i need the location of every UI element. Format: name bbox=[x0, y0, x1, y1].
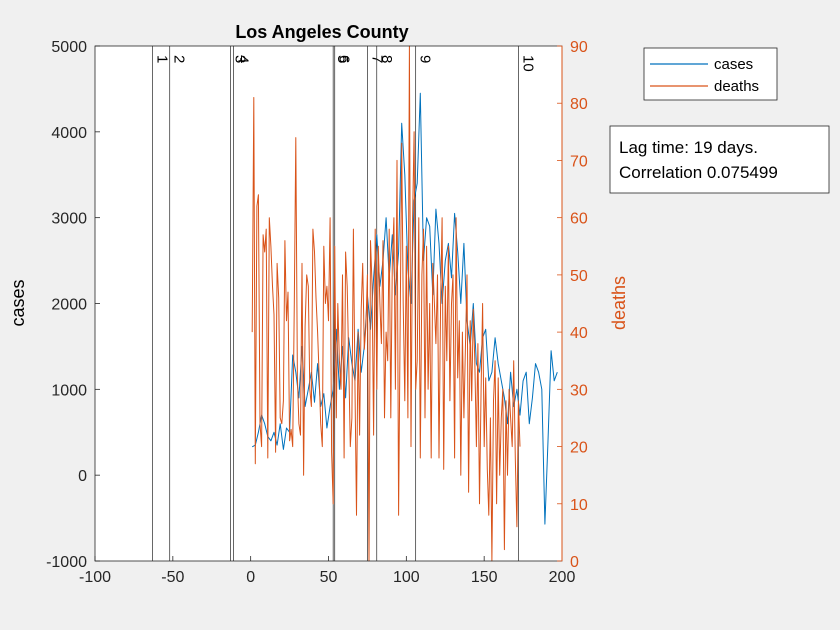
event-label-3: 3 bbox=[231, 55, 248, 63]
legend-box bbox=[643, 47, 778, 101]
event-label-10: 10 bbox=[519, 55, 536, 72]
annotation-correlation: Correlation 0.075499 bbox=[619, 163, 778, 182]
y-right-tick-label: 30 bbox=[570, 382, 588, 399]
event-label-4: 4 bbox=[235, 55, 252, 63]
legend-label-cases: cases bbox=[714, 56, 753, 73]
event-label-8: 8 bbox=[378, 55, 395, 63]
y-right-tick-label: 10 bbox=[570, 497, 588, 514]
y-right-tick-label: 80 bbox=[570, 96, 588, 113]
event-label-5: 5 bbox=[334, 55, 351, 63]
x-tick-label: 50 bbox=[320, 569, 338, 586]
annotation: Lag time: 19 days. Correlation 0.075499 bbox=[609, 125, 830, 194]
y-left-tick-label: 3000 bbox=[51, 211, 87, 228]
series-layer bbox=[251, 45, 558, 562]
event-label-9: 9 bbox=[417, 55, 434, 63]
y-left-tick-label: 5000 bbox=[51, 39, 87, 56]
legend: cases deaths bbox=[643, 47, 778, 101]
right-axis-label: deaths bbox=[609, 276, 629, 330]
y-left-tick-label: -1000 bbox=[46, 554, 87, 571]
event-label-2: 2 bbox=[171, 55, 188, 63]
y-left-tick-label: 2000 bbox=[51, 297, 87, 314]
event-label-1: 1 bbox=[154, 55, 171, 63]
annotation-box bbox=[609, 125, 830, 194]
chart-title: Los Angeles County bbox=[235, 22, 408, 42]
y-right-tick-label: 20 bbox=[570, 440, 588, 457]
y-right-tick-label: 70 bbox=[570, 153, 588, 170]
y-left-tick-label: 4000 bbox=[51, 125, 87, 142]
x-tick-label: 150 bbox=[471, 569, 498, 586]
y-left-tick-label: 0 bbox=[78, 468, 87, 485]
axes: -100 -50 0 50 100 150 200-10000100020003000400… bbox=[46, 39, 588, 586]
y-right-tick-label: 0 bbox=[570, 554, 579, 571]
y-right-tick-label: 50 bbox=[570, 268, 588, 285]
x-tick-label: -50 bbox=[161, 569, 184, 586]
y-right-tick-label: 60 bbox=[570, 211, 588, 228]
x-tick-label: 100 bbox=[393, 569, 420, 586]
series-line-deaths bbox=[251, 45, 521, 562]
left-axis-label: cases bbox=[8, 279, 28, 326]
x-tick-label: -100 bbox=[79, 569, 111, 586]
y-right-tick-label: 90 bbox=[570, 39, 588, 56]
annotation-lag-time: Lag time: 19 days. bbox=[619, 138, 758, 157]
event-label-6: 6 bbox=[336, 55, 353, 63]
y-left-tick-label: 1000 bbox=[51, 382, 87, 399]
y-right-tick-label: 40 bbox=[570, 325, 588, 342]
x-tick-label: 0 bbox=[246, 569, 255, 586]
legend-label-deaths: deaths bbox=[714, 78, 759, 95]
x-tick-label: 200 bbox=[549, 569, 576, 586]
